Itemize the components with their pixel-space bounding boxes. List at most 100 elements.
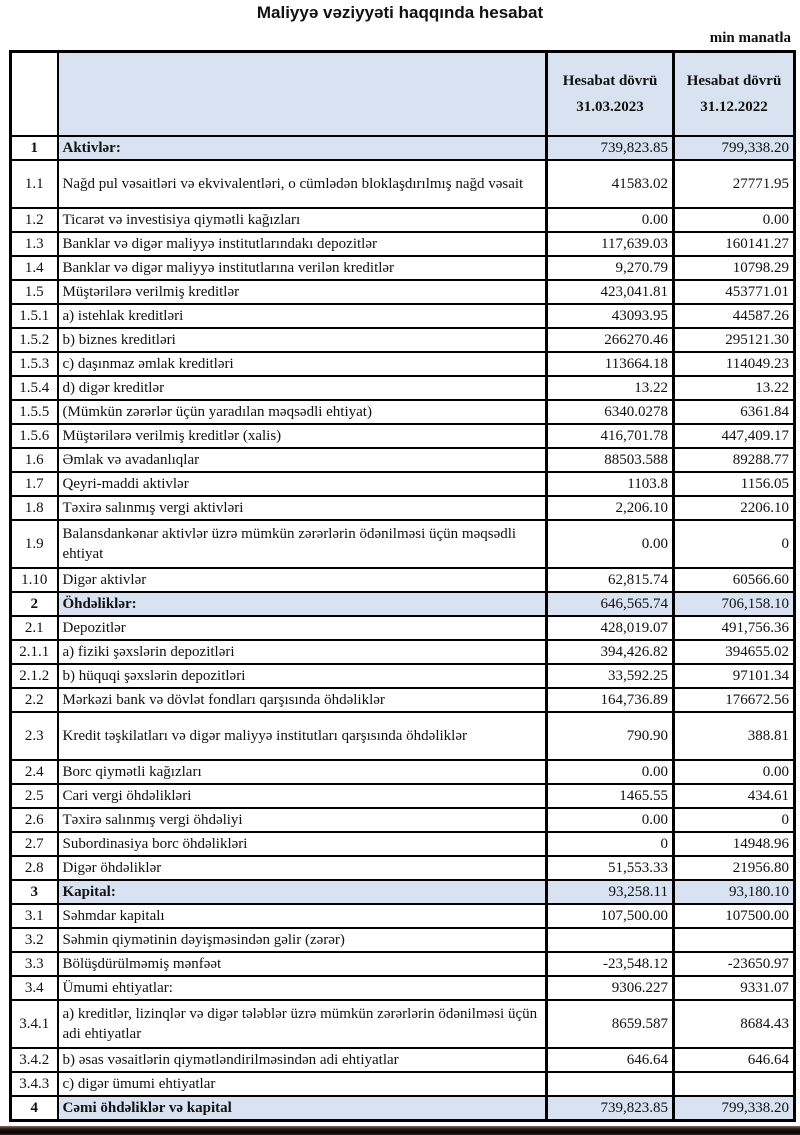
value-cell-current: 13.22 [545, 375, 675, 401]
table-row: 2.6 Təxirə salınmış vergi öhdəliyi 0.00 0 [9, 807, 796, 833]
value-cell-current: 423,041.81 [545, 279, 675, 305]
table-header-row: Hesabat dövrü 31.03.2023 Hesabat dövrü 3… [9, 50, 796, 137]
table-row: 2.8 Digər öhdəliklər 51,553.33 21956.80 [9, 855, 796, 881]
value-cell-current: 0.00 [545, 807, 675, 833]
row-label-cell: Təxirə salınmış vergi aktivləri [56, 495, 548, 521]
value-cell-current: 394,426.82 [545, 639, 675, 665]
value-cell-previous: 93,180.10 [672, 879, 796, 905]
row-number-cell: 3.3 [9, 951, 59, 977]
row-number-cell: 3.4 [9, 975, 59, 1001]
row-label-cell: Mərkəzi bank və dövlət fondları qarşısın… [56, 687, 548, 713]
value-cell-previous: 27771.95 [672, 159, 796, 209]
row-label-cell: Səhmdar kapitalı [56, 903, 548, 929]
row-label-cell: a) istehlak kreditləri [56, 303, 548, 329]
row-number-cell: 2.1 [9, 615, 59, 641]
value-cell-current [545, 927, 675, 953]
row-label-cell: Depozitlər [56, 615, 548, 641]
table-row: 1.7 Qeyri-maddi aktivlər 1103.8 1156.05 [9, 471, 796, 497]
value-cell-current: -23,548.12 [545, 951, 675, 977]
value-cell-previous: 21956.80 [672, 855, 796, 881]
row-label-cell: Kredit təşkilatları və digər maliyyə ins… [56, 711, 548, 761]
row-number-cell: 1.2 [9, 207, 59, 233]
row-label-cell: Banklar və digər maliyyə institutlarına … [56, 255, 548, 281]
value-cell-current: 739,823.85 [545, 1095, 675, 1122]
value-cell-previous: 453771.01 [672, 279, 796, 305]
table-row: 1.9 Balansdankənar aktivlər üzrə mümkün z… [9, 519, 796, 569]
value-cell-previous: 0.00 [672, 759, 796, 785]
value-cell-current: 1465.55 [545, 783, 675, 809]
row-label-cell: Subordinasiya borc öhdəlikləri [56, 831, 548, 857]
value-cell-current: 93,258.11 [545, 879, 675, 905]
value-cell-previous: 60566.60 [672, 567, 796, 593]
value-cell-previous: 0 [672, 807, 796, 833]
value-cell-current: 790.90 [545, 711, 675, 761]
row-label-cell: b) biznes kreditləri [56, 327, 548, 353]
row-number-cell: 3.4.3 [9, 1071, 59, 1097]
row-number-cell: 1.3 [9, 231, 59, 257]
value-cell-previous: 160141.27 [672, 231, 796, 257]
value-cell-current: 646.64 [545, 1047, 675, 1073]
value-cell-previous: 388.81 [672, 711, 796, 761]
row-label-cell: Nağd pul vəsaitləri və ekvivalentləri, o… [56, 159, 548, 209]
row-label-cell: Öhdəliklər: [56, 591, 548, 617]
row-number-cell: 1.5.2 [9, 327, 59, 353]
row-number-cell: 1.5.1 [9, 303, 59, 329]
row-label-cell: Müştərilərə verilmiş kreditlər [56, 279, 548, 305]
value-cell-previous: -23650.97 [672, 951, 796, 977]
value-cell-current: 51,553.33 [545, 855, 675, 881]
table-row: 3.4 Ümumi ehtiyatlar: 9306.227 9331.07 [9, 975, 796, 1001]
value-cell-previous [672, 927, 796, 953]
value-cell-previous: 176672.56 [672, 687, 796, 713]
value-cell-previous: 799,338.20 [672, 1095, 796, 1122]
header-current-period-cell: Hesabat dövrü 31.03.2023 [545, 50, 675, 137]
value-cell-previous: 2206.10 [672, 495, 796, 521]
table-row: 1.3 Banklar və digər maliyyə institutları… [9, 231, 796, 257]
value-cell-previous: 295121.30 [672, 327, 796, 353]
table-row: 2.5 Cari vergi öhdəlikləri 1465.55 434.61 [9, 783, 796, 809]
value-cell-previous [672, 1071, 796, 1097]
table-row: 1.5.4 d) digər kreditlər 13.22 13.22 [9, 375, 796, 401]
row-label-cell: Ümumi ehtiyatlar: [56, 975, 548, 1001]
table-row: 1.5.3 c) daşınmaz əmlak kreditləri 113664.… [9, 351, 796, 377]
table-row: 1.1 Nağd pul vəsaitləri və ekvivalentləri… [9, 159, 796, 209]
row-number-cell: 1.4 [9, 255, 59, 281]
table-row: 4 Cəmi öhdəliklər və kapital 739,823.85 799… [9, 1095, 796, 1122]
row-label-cell: Borc qiymətli kağızları [56, 759, 548, 785]
table-row: 1.10 Digər aktivlər 62,815.74 60566.60 [9, 567, 796, 593]
row-label-cell: a) fiziki şəxslərin depozitləri [56, 639, 548, 665]
value-cell-previous: 447,409.17 [672, 423, 796, 449]
value-cell-previous: 8684.43 [672, 999, 796, 1049]
table-row: 1.5 Müştərilərə verilmiş kreditlər 423,041… [9, 279, 796, 305]
value-cell-current [545, 1071, 675, 1097]
value-cell-previous: 491,756.36 [672, 615, 796, 641]
value-cell-current: 0.00 [545, 759, 675, 785]
row-label-cell: Ticarət və investisiya qiymətli kağızlar… [56, 207, 548, 233]
row-number-cell: 3 [9, 879, 59, 905]
row-number-cell: 1.8 [9, 495, 59, 521]
value-cell-current: 739,823.85 [545, 135, 675, 161]
header-previous-period-label: Hesabat dövrü [686, 73, 782, 89]
value-cell-current: 107,500.00 [545, 903, 675, 929]
row-number-cell: 3.1 [9, 903, 59, 929]
value-cell-previous: 89288.77 [672, 447, 796, 473]
value-cell-previous: 1156.05 [672, 471, 796, 497]
row-number-cell: 1.10 [9, 567, 59, 593]
value-cell-previous: 646.64 [672, 1047, 796, 1073]
page-bottom-bar [0, 1126, 800, 1135]
row-number-cell: 2.1.1 [9, 639, 59, 665]
row-label-cell: d) digər kreditlər [56, 375, 548, 401]
row-number-cell: 1.1 [9, 159, 59, 209]
row-label-cell: Aktivlər: [56, 135, 548, 161]
row-label-cell: a) kreditlər, lizinqlər və digər tələblə… [56, 999, 548, 1049]
value-cell-current: 164,736.89 [545, 687, 675, 713]
table-row: 3.3 Bölüşdürülməmiş mənfəət -23,548.12 -236… [9, 951, 796, 977]
row-label-cell: (Mümkün zərərlər üçün yaradılan məqsədli… [56, 399, 548, 425]
row-label-cell: Cari vergi öhdəlikləri [56, 783, 548, 809]
row-number-cell: 1.5.3 [9, 351, 59, 377]
value-cell-previous: 97101.34 [672, 663, 796, 689]
value-cell-previous: 6361.84 [672, 399, 796, 425]
value-cell-previous: 13.22 [672, 375, 796, 401]
header-previous-period-cell: Hesabat dövrü 31.12.2022 [672, 50, 796, 137]
value-cell-current: 0.00 [545, 207, 675, 233]
